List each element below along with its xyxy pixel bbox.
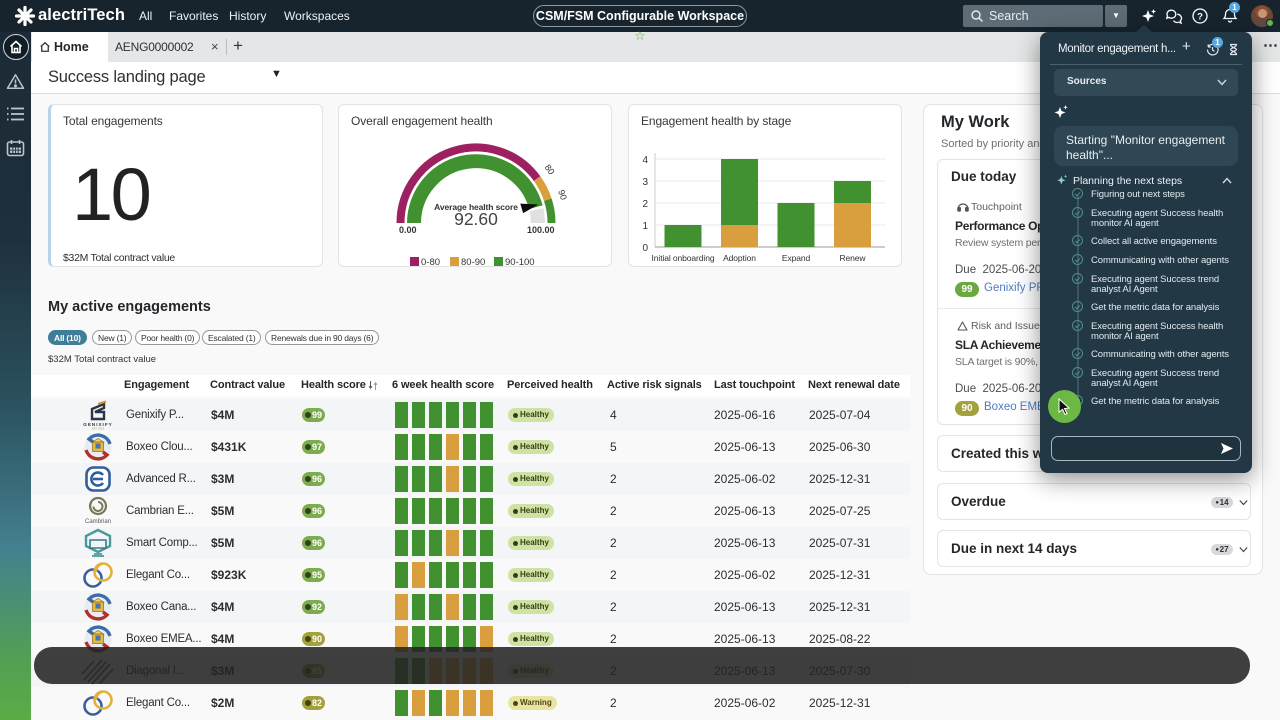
svg-text:4: 4: [642, 155, 648, 166]
svg-text:2: 2: [642, 199, 648, 210]
svg-text:Initial onboarding: Initial onboarding: [652, 253, 715, 263]
svg-text:0-80: 0-80: [421, 257, 440, 267]
svg-text:0.00: 0.00: [399, 225, 417, 235]
svg-text:80: 80: [543, 163, 557, 177]
svg-text:EST. 2023: EST. 2023: [92, 427, 105, 431]
svg-text:92.60: 92.60: [454, 209, 498, 229]
svg-text:3: 3: [642, 177, 648, 188]
svg-text:GENIXIFY: GENIXIFY: [83, 422, 112, 427]
svg-text:1: 1: [642, 221, 648, 232]
svg-text:Expand: Expand: [782, 253, 811, 263]
svg-text:100.00: 100.00: [527, 225, 555, 235]
svg-text:80-90: 80-90: [461, 257, 485, 267]
svg-text:90-100: 90-100: [505, 257, 535, 267]
svg-text:Average health score: Average health score: [434, 202, 518, 212]
svg-text:?: ?: [1197, 11, 1203, 22]
svg-text:Renew: Renew: [840, 253, 867, 263]
svg-text:90: 90: [556, 189, 569, 202]
svg-text:Adoption: Adoption: [723, 253, 756, 263]
svg-text:Cambrian: Cambrian: [85, 519, 111, 525]
svg-text:0: 0: [642, 243, 648, 254]
